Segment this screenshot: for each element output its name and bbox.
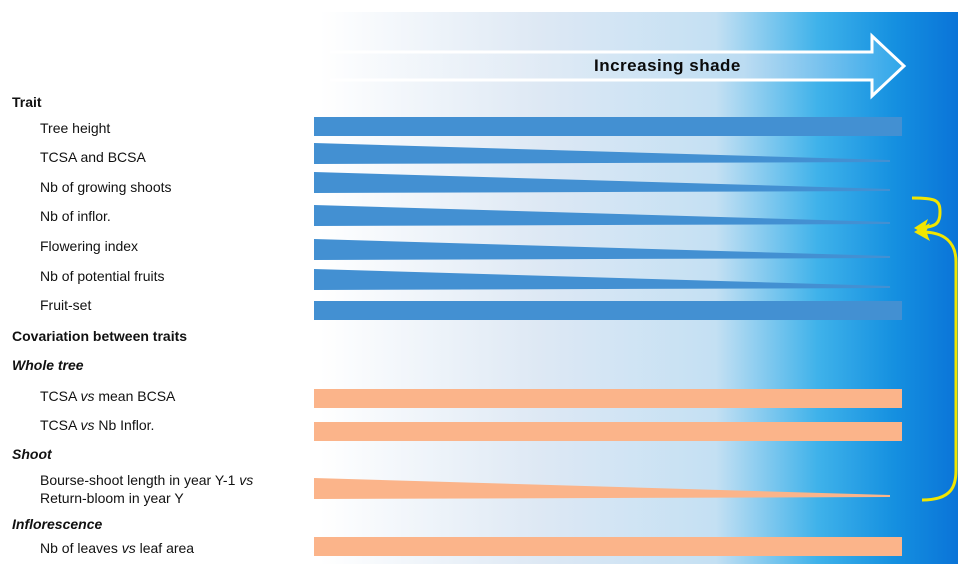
heading-shoot: Shoot <box>12 446 52 462</box>
loop-arrow-large <box>921 230 958 502</box>
trait-label: Tree height <box>40 120 111 136</box>
covariation-label-bourse-line1: Bourse-shoot length in year Y-1 vs <box>40 472 254 488</box>
heading-covariation: Covariation between traits <box>12 328 188 344</box>
trait-bar <box>314 117 902 136</box>
loop-arrow-small <box>911 196 942 230</box>
trait-label: Nb of inflor. <box>40 208 111 224</box>
covariation-label-tcsa-inflor: TCSA vs Nb Inflor. <box>40 417 155 433</box>
covariation-label-tcsa-bcsa: TCSA vs mean BCSA <box>40 388 176 404</box>
trait-bar <box>314 301 902 320</box>
trait-bar <box>314 239 890 260</box>
trait-bar <box>314 172 890 193</box>
covariation-bar <box>314 389 902 408</box>
trait-bar <box>314 143 890 164</box>
trait-bars <box>314 117 902 320</box>
trait-label: Fruit-set <box>40 297 92 313</box>
covariation-bar <box>314 422 902 441</box>
trait-label: Nb of potential fruits <box>40 268 165 284</box>
covariation-bar <box>314 537 902 556</box>
trait-bar <box>314 205 890 226</box>
loop-arrow-large-head <box>914 223 930 241</box>
covariation-label-leaves: Nb of leaves vs leaf area <box>40 540 195 556</box>
trait-label: Nb of growing shoots <box>40 179 172 195</box>
trait-bar <box>314 269 890 290</box>
heading-whole-tree: Whole tree <box>12 357 84 373</box>
covariation-bar <box>314 478 890 499</box>
increasing-shade-label: Increasing shade <box>594 56 741 75</box>
increasing-shade-arrow <box>330 32 907 100</box>
covariation-label-bourse-line2: Return-bloom in year Y <box>40 490 184 506</box>
heading-inflorescence: Inflorescence <box>12 516 103 532</box>
trait-label: TCSA and BCSA <box>40 149 146 165</box>
trait-label: Flowering index <box>40 238 139 254</box>
covariation-bars <box>314 389 902 556</box>
heading-trait: Trait <box>12 94 42 110</box>
